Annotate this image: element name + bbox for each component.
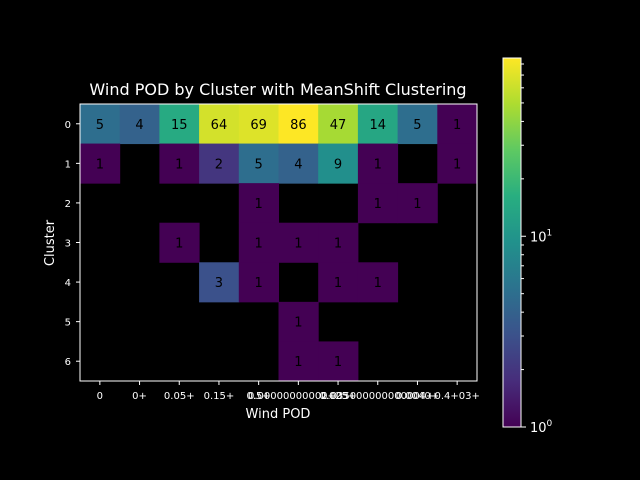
- y-tick-label: 5: [65, 318, 71, 329]
- heatmap-cell-r4-c6: [318, 262, 359, 303]
- cell-value-label: 14: [369, 118, 386, 133]
- heatmap-cell-r1-c6: [318, 143, 359, 184]
- heatmap-cell-r2-c7: [357, 183, 399, 224]
- cell-value-label: 1: [294, 237, 302, 252]
- y-tick-label: 0: [65, 120, 71, 131]
- colorbar: [502, 57, 522, 428]
- x-tick-label: 0.00000000002+03: [248, 391, 349, 402]
- y-tick-label: 2: [65, 199, 71, 210]
- cell-value-label: 1: [175, 157, 183, 172]
- cell-value-label: 1: [175, 237, 183, 252]
- x-tick-label: 0.5+: [247, 391, 271, 402]
- cell-value-label: 5: [96, 118, 104, 133]
- cell-value-label: 1: [255, 237, 263, 252]
- x-tick-label: 0+: [132, 391, 147, 402]
- colorbar-tick-label: 101: [530, 228, 552, 245]
- heatmap-cell-r1-c2: [159, 143, 200, 184]
- y-tick-label: 3: [65, 239, 71, 250]
- heatmap-cell-r4-c4: [238, 262, 279, 303]
- cell-value-label: 64: [211, 118, 228, 133]
- cell-value-label: 5: [413, 118, 421, 133]
- x-axis-label: Wind POD: [246, 407, 311, 422]
- x-tick-label: 0.025+: [320, 391, 357, 402]
- heatmap-cell-r1-c3: [199, 143, 240, 184]
- heatmap-cell-r1-c7: [357, 143, 399, 184]
- heatmap-cell-r0-c6: [318, 104, 359, 145]
- heatmap-cell-r1-c4: [238, 143, 279, 184]
- cell-value-label: 1: [334, 237, 342, 252]
- heatmap-cell-r6-c6: [318, 341, 359, 382]
- cell-value-label: 86: [290, 118, 307, 133]
- heatmap-cell-r0-c8: [397, 104, 438, 145]
- cell-value-label: 1: [294, 355, 302, 370]
- y-tick-label: 4: [65, 278, 71, 289]
- heatmap-cell-r2-c4: [238, 183, 279, 224]
- heatmap-cell-r0-c4: [238, 104, 279, 145]
- heatmap-cell-r3-c5: [278, 222, 319, 263]
- cell-value-label: 15: [171, 118, 188, 133]
- x-tick-label: 0.15+: [204, 391, 235, 402]
- heatmap-cells: 5 4 15 64 69 86 47 14 5 1 1 1 2 5 4 9 1 1 1 1 1 1 1 1 1 3 1 1 1 1 1 1: [80, 104, 478, 382]
- x-axis-ticks: 0 0+ 0.05+ 0.15+ 0.5+0.00000000002+030.025+0…: [97, 381, 480, 402]
- heatmap-cell-r3-c4: [238, 222, 279, 263]
- cell-value-label: 2: [215, 157, 223, 172]
- y-axis-label: Cluster: [43, 219, 58, 266]
- cell-value-label: 1: [413, 197, 421, 212]
- cell-value-label: 1: [334, 276, 342, 291]
- y-tick-label: 6: [65, 357, 71, 368]
- cell-value-label: 1: [294, 316, 302, 331]
- cell-value-label: 4: [135, 118, 143, 133]
- colorbar-ticks: 100 101: [521, 63, 553, 436]
- heatmap-cell-r0-c1: [119, 104, 160, 145]
- cell-value-label: 1: [255, 197, 263, 212]
- chart-title: Wind POD by Cluster with MeanShift Clust…: [89, 80, 466, 99]
- x-tick-label: 0.035000000000004+: [321, 391, 434, 402]
- heatmap-cell-r0-c3: [199, 104, 240, 145]
- y-axis-ticks: 0 1 2 3 4 5 6: [65, 120, 80, 368]
- cell-value-label: 1: [96, 157, 104, 172]
- cell-value-label: 1: [374, 157, 382, 172]
- cell-value-label: 1: [374, 197, 382, 212]
- cell-value-label: 1: [453, 118, 461, 133]
- heatmap-cell-r0-c0: [80, 104, 121, 145]
- heatmap-cell-r0-c9: [437, 104, 478, 145]
- x-tick-label: 0.05+: [164, 391, 195, 402]
- cell-value-label: 1: [374, 276, 382, 291]
- cell-value-label: 5: [255, 157, 263, 172]
- heatmap-cell-r0-c2: [159, 104, 200, 145]
- heatmap-cell-r6-c5: [278, 341, 319, 382]
- heatmap-cell-r0-c7: [357, 104, 399, 145]
- colorbar-tick-label: 100: [530, 419, 553, 436]
- heatmap-cell-r3-c6: [318, 222, 359, 263]
- heatmap-cell-r3-c2: [159, 222, 200, 263]
- heatmap-cell-r0-c5: [278, 104, 319, 145]
- heatmap-cell-r4-c3: [199, 262, 240, 303]
- x-tick-label: 0.0040+: [396, 391, 439, 402]
- heatmap-cell-r1-c5: [278, 143, 319, 184]
- heatmap-cell-r1-c9: [437, 143, 478, 184]
- heatmap-cell-r4-c7: [357, 262, 399, 303]
- cell-value-label: 9: [334, 157, 342, 172]
- cell-value-label: 4: [294, 157, 302, 172]
- heatmap-cell-r1-c0: [80, 143, 121, 184]
- x-tick-label: 0.4+03+: [434, 391, 479, 402]
- cell-value-label: 47: [330, 118, 347, 133]
- cell-value-label: 1: [255, 276, 263, 291]
- cell-value-label: 69: [250, 118, 267, 133]
- x-tick-label: 0: [97, 391, 103, 402]
- y-tick-label: 1: [65, 159, 71, 170]
- heatmap-cell-r5-c5: [278, 301, 319, 342]
- heatmap-cell-r2-c8: [397, 183, 438, 224]
- cell-value-label: 3: [215, 276, 223, 291]
- cell-value-label: 1: [453, 157, 461, 172]
- cell-value-label: 1: [334, 355, 342, 370]
